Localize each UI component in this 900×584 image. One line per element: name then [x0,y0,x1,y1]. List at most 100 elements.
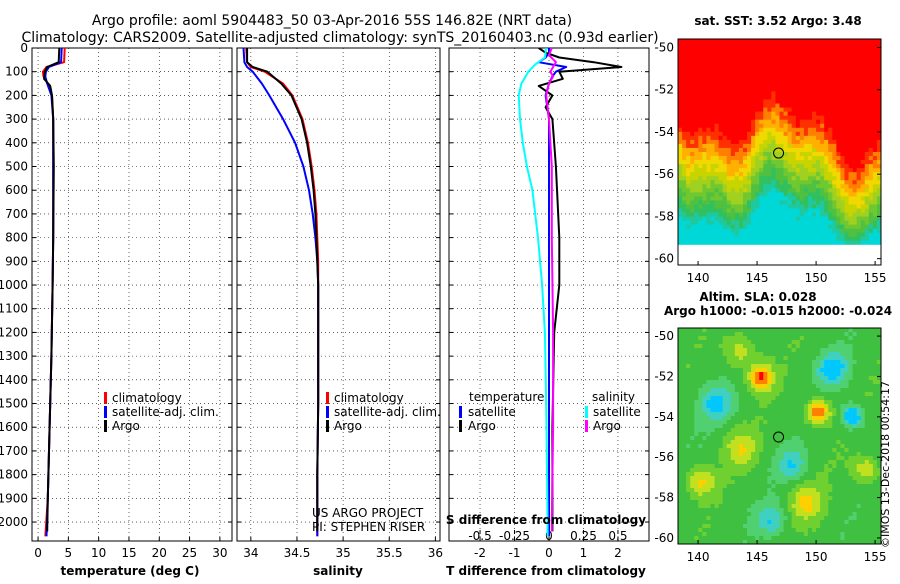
sst-cell [710,176,714,180]
sst-cell [686,204,690,208]
sst-cell [828,83,832,87]
sst-cell [840,108,844,112]
sla-cell [715,388,719,392]
sst-cell [751,79,755,83]
sla-cell [840,360,844,364]
sst-cell [865,120,869,124]
sla-cell [739,448,743,452]
sla-cell [861,356,865,360]
sst-cell [828,144,832,148]
sla-cell [710,356,714,360]
sst-cell [706,249,710,253]
sst-cell [686,112,690,116]
temperature-panel: 0100200300400500600700800900100011001200… [0,41,232,578]
sst-cell [686,39,690,43]
sla-cell [824,388,828,392]
sst-cell [784,100,788,104]
sst-cell [739,112,743,116]
sla-cell [865,428,869,432]
sst-cell [796,160,800,164]
sst-cell [808,136,812,140]
sla-cell [808,340,812,344]
sst-cell [723,249,727,253]
sst-cell [824,168,828,172]
sst-cell [788,136,792,140]
sst-cell [865,192,869,196]
sst-cell [694,136,698,140]
sst-cell [836,249,840,253]
sst-cell [698,225,702,229]
sst-cell [844,75,848,79]
sst-cell [816,59,820,63]
sst-cell [690,225,694,229]
sla-cell [861,440,865,444]
sst-cell [873,96,877,100]
sst-cell [832,75,836,79]
sst-cell [682,192,686,196]
sst-cell [719,128,723,132]
sst-cell [784,180,788,184]
sst-cell [869,112,873,116]
sst-cell [849,124,853,128]
sst-cell [808,200,812,204]
sst-cell [865,245,869,249]
sla-cell [812,380,816,384]
sla-cell [735,352,739,356]
sst-cell [804,160,808,164]
sst-cell [828,79,832,83]
sla-cell [743,436,747,440]
sst-cell [715,164,719,168]
sst-cell [836,217,840,221]
sst-cell [755,233,759,237]
sst-cell [775,75,779,79]
sst-cell [767,91,771,95]
sst-cell [865,160,869,164]
sla-cell [796,328,800,332]
sla-cell [784,432,788,436]
sla-cell [840,396,844,400]
sst-cell [861,156,865,160]
sla-cell [784,436,788,440]
sst-cell [759,192,763,196]
sst-cell [836,120,840,124]
sst-cell [853,43,857,47]
sst-cell [796,47,800,51]
sst-cell [873,39,877,43]
sst-cell [788,108,792,112]
sst-cell [759,124,763,128]
sla-cell [792,456,796,460]
sst-cell [840,225,844,229]
sst-cell [743,152,747,156]
sla-cell [784,340,788,344]
sst-cell [715,96,719,100]
sst-cell [844,217,848,221]
sst-cell [763,168,767,172]
sst-cell [682,184,686,188]
sla-cell [865,352,869,356]
sst-cell [800,128,804,132]
sst-cell [792,237,796,241]
sst-cell [719,83,723,87]
sst-cell [759,233,763,237]
sst-cell [775,180,779,184]
sst-cell [686,176,690,180]
sst-cell [751,71,755,75]
sla-cell [828,424,832,428]
sla-cell [861,360,865,364]
sst-cell [865,164,869,168]
sst-cell [698,59,702,63]
sla-cell [828,340,832,344]
sst-cell [796,104,800,108]
sst-cell [751,67,755,71]
sst-cell [682,71,686,75]
sst-cell [828,124,832,128]
sla-cell [861,448,865,452]
sst-cell [715,67,719,71]
sst-cell [804,87,808,91]
sst-cell [812,144,816,148]
sla-cell [751,392,755,396]
sst-cell [686,217,690,221]
sst-cell [694,249,698,253]
sst-cell [747,225,751,229]
sla-cell [735,428,739,432]
